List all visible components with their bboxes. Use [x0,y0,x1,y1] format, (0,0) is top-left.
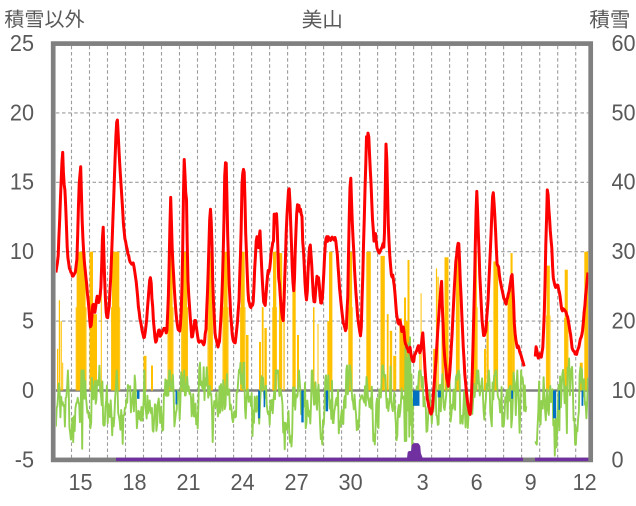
svg-text:24: 24 [231,469,255,495]
svg-text:60: 60 [612,30,636,56]
svg-text:40: 40 [612,169,636,195]
svg-text:6: 6 [471,469,483,495]
svg-text:50: 50 [612,100,636,126]
svg-text:18: 18 [122,469,146,495]
svg-text:30: 30 [612,238,636,264]
svg-text:27: 27 [285,469,309,495]
svg-text:15: 15 [68,469,92,495]
svg-text:20: 20 [10,100,34,126]
svg-text:-5: -5 [15,447,34,473]
svg-text:3: 3 [417,469,429,495]
svg-text:10: 10 [10,238,34,264]
svg-text:0: 0 [22,377,34,403]
svg-text:21: 21 [176,469,200,495]
svg-text:25: 25 [10,30,34,56]
svg-text:12: 12 [573,469,597,495]
svg-text:20: 20 [612,308,636,334]
svg-text:9: 9 [525,469,537,495]
svg-text:0: 0 [612,447,624,473]
svg-text:15: 15 [10,169,34,195]
svg-text:10: 10 [612,377,636,403]
svg-text:5: 5 [22,308,34,334]
svg-text:30: 30 [339,469,363,495]
